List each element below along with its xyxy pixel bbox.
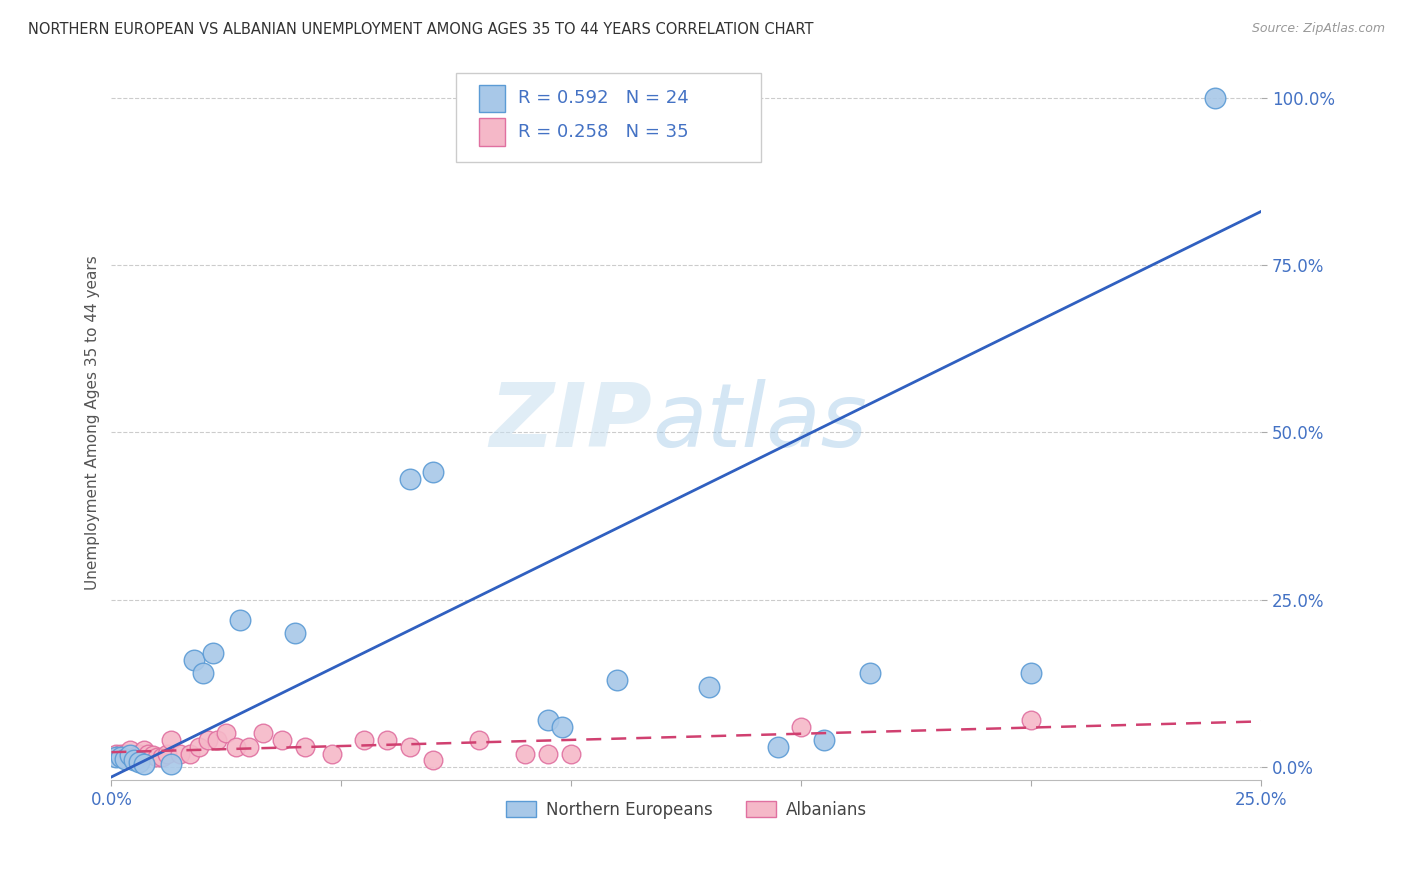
Point <box>110 747 132 761</box>
Point <box>859 666 882 681</box>
Point <box>128 755 150 769</box>
Point <box>160 756 183 771</box>
Y-axis label: Unemployment Among Ages 35 to 44 years: Unemployment Among Ages 35 to 44 years <box>86 255 100 590</box>
Point <box>560 747 582 761</box>
Text: Source: ZipAtlas.com: Source: ZipAtlas.com <box>1251 22 1385 36</box>
Point <box>284 626 307 640</box>
Point <box>399 472 422 486</box>
Point <box>225 739 247 754</box>
Point <box>183 653 205 667</box>
Point <box>551 720 574 734</box>
Text: ZIP: ZIP <box>489 379 652 466</box>
Point <box>124 750 146 764</box>
Text: R = 0.592   N = 24: R = 0.592 N = 24 <box>519 89 689 107</box>
Point <box>215 726 238 740</box>
Point <box>160 733 183 747</box>
Point <box>150 750 173 764</box>
Point <box>132 743 155 757</box>
Point <box>1204 90 1226 104</box>
Point <box>294 739 316 754</box>
Point <box>124 753 146 767</box>
Text: R = 0.258   N = 35: R = 0.258 N = 35 <box>519 123 689 141</box>
Text: NORTHERN EUROPEAN VS ALBANIAN UNEMPLOYMENT AMONG AGES 35 TO 44 YEARS CORRELATION: NORTHERN EUROPEAN VS ALBANIAN UNEMPLOYME… <box>28 22 814 37</box>
Point <box>142 747 165 762</box>
Point <box>813 733 835 747</box>
Point <box>132 756 155 771</box>
Point <box>128 747 150 761</box>
Point <box>136 747 159 761</box>
Point <box>229 613 252 627</box>
Point <box>105 747 128 761</box>
Point <box>114 747 136 761</box>
Point <box>537 747 560 761</box>
Point <box>768 739 790 754</box>
Point <box>252 726 274 740</box>
Point <box>399 739 422 754</box>
Point <box>468 733 491 747</box>
Point <box>1021 713 1043 727</box>
Legend: Northern Europeans, Albanians: Northern Europeans, Albanians <box>499 795 873 826</box>
Point <box>118 743 141 757</box>
Point <box>118 747 141 762</box>
Point <box>238 739 260 754</box>
Point <box>699 680 721 694</box>
Point <box>515 747 537 761</box>
Point <box>353 733 375 747</box>
Point <box>155 747 177 761</box>
Point <box>422 753 444 767</box>
Point <box>193 666 215 681</box>
Point <box>377 733 399 747</box>
Point <box>187 739 209 754</box>
FancyBboxPatch shape <box>479 119 505 145</box>
Point <box>1021 666 1043 681</box>
Point <box>422 466 444 480</box>
Point <box>110 750 132 764</box>
Text: atlas: atlas <box>652 379 866 466</box>
Point <box>205 733 228 747</box>
Point <box>321 747 343 761</box>
Point <box>201 646 224 660</box>
Point <box>537 713 560 727</box>
Point <box>146 750 169 764</box>
Point <box>105 750 128 764</box>
Point <box>169 747 191 761</box>
FancyBboxPatch shape <box>479 85 505 112</box>
FancyBboxPatch shape <box>457 72 761 162</box>
Point <box>606 673 628 687</box>
Point <box>179 747 201 761</box>
Point <box>114 752 136 766</box>
Point <box>790 720 813 734</box>
Point <box>197 733 219 747</box>
Point <box>270 733 292 747</box>
